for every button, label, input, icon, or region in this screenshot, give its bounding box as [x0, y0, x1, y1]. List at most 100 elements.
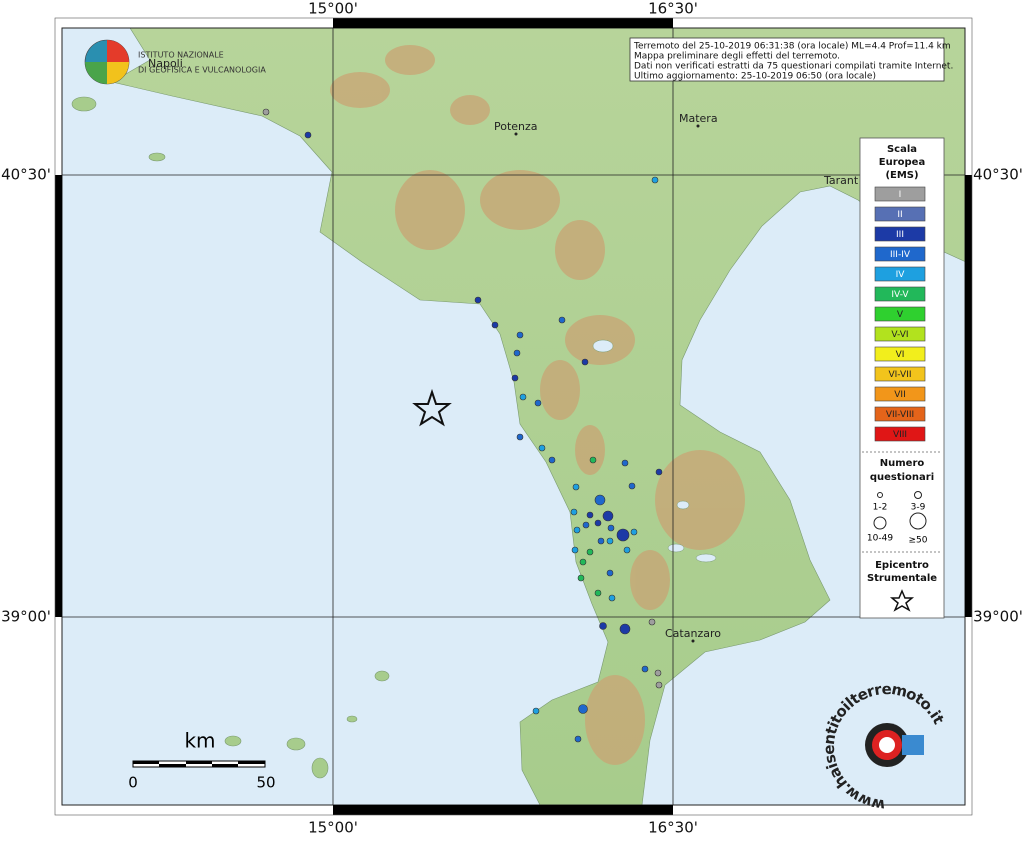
observation-dot: [573, 526, 581, 534]
legend-swatch: [874, 386, 926, 402]
legend-swatch: [874, 406, 926, 422]
observation-dot: [651, 176, 659, 184]
legend-title: (EMS): [885, 170, 918, 181]
legend-label: IV: [896, 270, 906, 280]
legend-title: Europea: [879, 157, 925, 168]
observation-dot: [616, 528, 630, 542]
observation-dot: [623, 546, 631, 554]
observation-dot: [577, 574, 585, 582]
legend-label: V: [897, 310, 904, 320]
observation-dot: [538, 444, 546, 452]
observation-dot: [606, 537, 614, 545]
observation-dot: [619, 623, 631, 635]
observation-dot: [513, 349, 521, 357]
count-class: 10-49: [867, 534, 893, 544]
observation-dot: [597, 537, 605, 545]
logo-text: ISTITUTO NAZIONALE: [138, 51, 224, 60]
observation-dot: [586, 548, 594, 556]
legend-label: VIII: [893, 430, 907, 440]
observation-dot: [491, 321, 499, 329]
observation-dot: [655, 468, 663, 476]
observation-dot: [654, 669, 662, 677]
observation-dot: [594, 589, 602, 597]
observations: [262, 108, 663, 743]
legend-swatch: [874, 326, 926, 342]
lon-label: 15°00': [308, 819, 358, 837]
observation-dot: [607, 524, 615, 532]
observation-dot: [572, 483, 580, 491]
legend-label: VI-VII: [889, 370, 912, 380]
frame-bars: [55, 18, 972, 815]
legend-title: Strumentale: [867, 573, 937, 584]
legend-title: Epicentro: [875, 560, 929, 571]
observation-dot: [630, 528, 638, 536]
lon-label: 16°30': [648, 819, 698, 837]
lon-label: 15°00': [308, 0, 358, 18]
count-class: ≥50: [909, 536, 928, 546]
lat-label: 40°30': [973, 166, 1023, 184]
observation-dot: [582, 521, 590, 529]
legend-swatch: [874, 426, 926, 442]
scale-unit: km: [184, 729, 215, 753]
observation-dot: [304, 131, 312, 139]
legend-swatch: [874, 286, 926, 302]
info-line: Terremoto del 25-10-2019 06:31:38 (ora l…: [633, 42, 951, 52]
legend-label: III: [896, 230, 904, 240]
observation-dot: [516, 433, 524, 441]
legend-swatch: [874, 206, 926, 222]
observation-dot: [574, 735, 582, 743]
observation-dot: [581, 358, 589, 366]
epicenter: [412, 388, 452, 427]
observation-dot: [534, 399, 542, 407]
observation-dot: [606, 569, 614, 577]
observation-dot: [516, 331, 524, 339]
legend-swatch: [874, 346, 926, 362]
observation-dot: [519, 393, 527, 401]
legend: Scala Europea (EMS) Numero questionari 1…: [859, 137, 945, 619]
count-class: 1-2: [873, 503, 888, 513]
legend-title: questionari: [870, 472, 934, 483]
observation-dot: [558, 316, 566, 324]
observation-dot: [608, 594, 616, 602]
places: Napoli Potenza Matera Tarant Catanzaro: [148, 57, 859, 643]
place-label: Matera: [679, 112, 718, 125]
legend-swatch: [874, 186, 926, 202]
observation-dot: [511, 374, 519, 382]
legend-label: VII: [894, 390, 905, 400]
observation-dot: [621, 459, 629, 467]
info-line: Dati non verificati estratti da 75 quest…: [634, 62, 953, 72]
observation-dot: [578, 704, 588, 714]
scale-tick: 50: [256, 774, 275, 792]
legend-title: Scala: [887, 144, 917, 155]
place-label: Tarant: [823, 174, 859, 187]
legend-swatch: [874, 226, 926, 242]
observation-dot: [628, 482, 636, 490]
info-line: Ultimo aggiornamento: 25-10-2019 06:50 (…: [634, 72, 876, 82]
legend-title: Numero: [880, 458, 925, 469]
observation-dot: [594, 519, 602, 527]
observation-dot: [262, 108, 270, 116]
legend-label: V-VI: [891, 330, 908, 340]
observation-dot: [655, 681, 663, 689]
observation-dot: [648, 618, 656, 626]
legend-swatch: [874, 366, 926, 382]
scale-bar: km 0 50: [128, 729, 275, 792]
logo-text: DI GEOFISICA E VULCANOLOGIA: [138, 66, 266, 75]
observation-dot: [589, 456, 597, 464]
observation-dot: [594, 494, 606, 506]
logo: ISTITUTO NAZIONALE DI GEOFISICA E VULCAN…: [84, 39, 266, 85]
legend-swatch: [874, 246, 926, 262]
info-line: Mappa preliminare degli effetti del terr…: [634, 52, 840, 62]
observation-dot: [602, 510, 614, 522]
legend-swatch: [874, 306, 926, 322]
legend-label: III-IV: [890, 250, 911, 260]
lat-label: 40°30': [1, 166, 51, 184]
observation-dot: [579, 558, 587, 566]
observation-dot: [548, 456, 556, 464]
observation-dot: [570, 508, 578, 516]
legend-label: VII-VIII: [886, 410, 914, 420]
legend-label: IV-V: [891, 290, 909, 300]
observation-dot: [571, 546, 579, 554]
observation-dot: [586, 511, 594, 519]
